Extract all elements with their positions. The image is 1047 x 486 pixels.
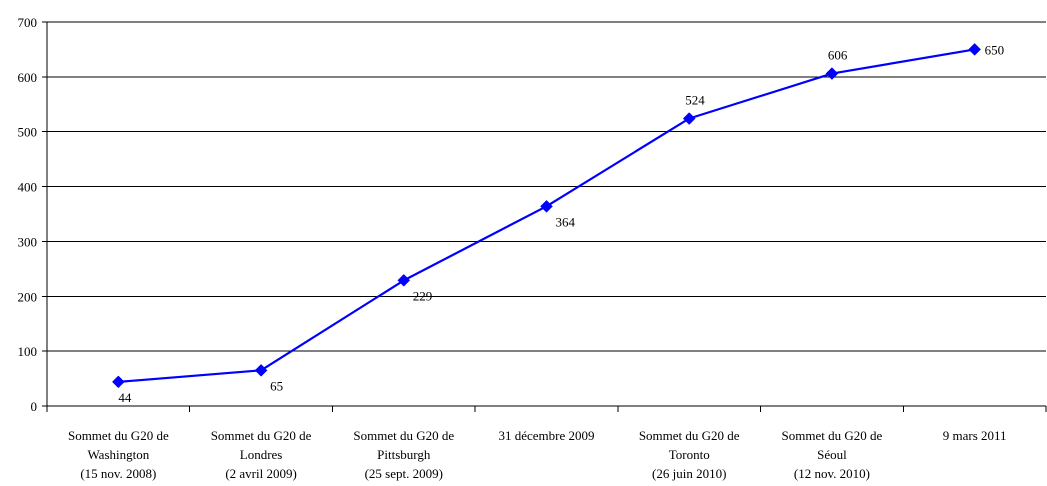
data-point-marker [968, 43, 981, 56]
series-line [118, 48, 975, 383]
y-axis-tick-labels: 0 100 200 300 400 500 600 700 [18, 15, 38, 414]
series-line-0 [118, 48, 975, 383]
y-tick-label: 600 [18, 70, 38, 85]
y-tick-label: 200 [18, 289, 38, 304]
x-category-label: Sommet du G20 de Toronto (26 juin 2010) [639, 428, 740, 481]
x-category-label: 9 mars 2011 [943, 428, 1007, 443]
data-point-marker [825, 67, 839, 80]
y-tick-label: 300 [18, 234, 38, 249]
y-tick-label: 500 [18, 125, 38, 140]
x-category-label: 31 décembre 2009 [498, 428, 594, 443]
data-label: 65 [270, 378, 283, 393]
data-label: 606 [828, 48, 848, 63]
data-point-marker [682, 112, 696, 125]
y-tick-label: 0 [31, 399, 38, 414]
data-labels: 44 65 229 364 524 606 650 [118, 42, 1004, 404]
data-label: 364 [556, 214, 576, 229]
data-point-marker [397, 274, 411, 287]
x-axis-category-labels: Sommet du G20 de Washington (15 nov. 2008)… [68, 428, 1007, 481]
axes [42, 21, 1047, 412]
x-category-label: Sommet du G20 de Londres (2 avril 2009) [211, 428, 312, 481]
series-markers [112, 43, 981, 389]
data-label: 650 [985, 42, 1005, 57]
x-category-label: Sommet du G20 de Pittsburgh (25 sept. 2009… [353, 428, 454, 481]
y-tick-label: 100 [18, 344, 38, 359]
data-label: 44 [118, 390, 132, 405]
x-category-label: Sommet du G20 de Séoul (12 nov. 2010) [782, 428, 883, 481]
data-label: 229 [413, 288, 433, 303]
y-tick-label: 400 [18, 180, 38, 195]
gridlines [47, 21, 1046, 352]
data-point-marker [254, 363, 268, 377]
data-point-marker [540, 199, 553, 213]
y-tick-label: 700 [18, 15, 38, 30]
data-point-marker [112, 375, 125, 389]
data-label: 524 [685, 93, 705, 108]
x-category-label: Sommet du G20 de Washington (15 nov. 2008) [68, 428, 169, 481]
